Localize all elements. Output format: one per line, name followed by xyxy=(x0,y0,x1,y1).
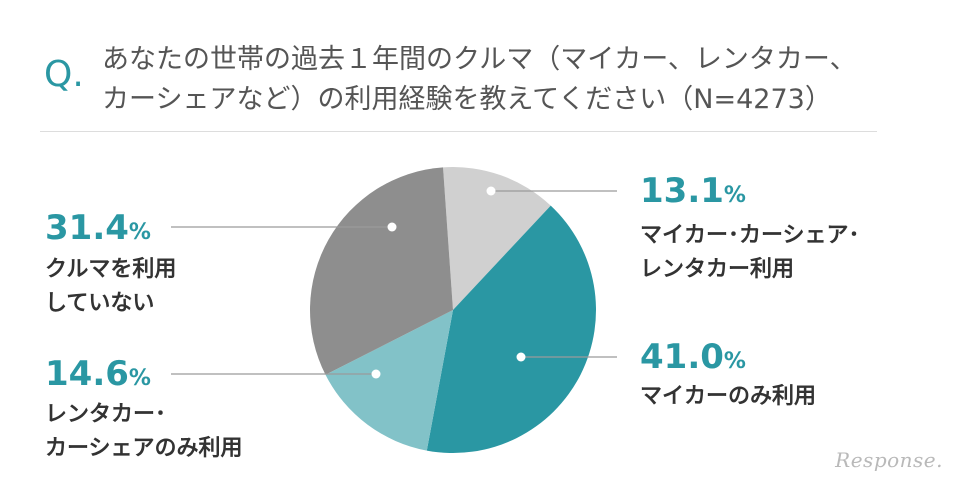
slice-value-label: 13.1% xyxy=(640,171,746,211)
slice-value-label: 41.0% xyxy=(640,337,746,377)
response-logo: Response. xyxy=(835,448,943,472)
leader-dot xyxy=(371,369,381,379)
leader-dot xyxy=(486,186,496,196)
leader-dot xyxy=(387,222,397,232)
slice-category-label: カーシェアのみ利用 xyxy=(45,436,243,461)
question-mark: Q. xyxy=(44,54,84,95)
chart-title-line-2: カーシェアなど）の利用経験を教えてください（N=4273） xyxy=(102,84,832,115)
slice-value-unit: % xyxy=(724,349,746,374)
slice-value-unit: % xyxy=(724,183,746,208)
slice-category-label: クルマを利用 xyxy=(45,257,176,282)
slice-category-label: レンタカー･ xyxy=(45,402,166,427)
pie-slice xyxy=(426,205,596,453)
slice-value-number: 13.1 xyxy=(640,171,724,211)
slice-category-label: マイカーのみ利用 xyxy=(640,384,816,409)
slice-category-label: マイカー･カーシェア･ xyxy=(640,223,860,248)
leader-dot xyxy=(516,352,526,362)
chart-title-line-1: あなたの世帯の過去１年間のクルマ（マイカー、レンタカー、 xyxy=(102,44,857,75)
slice-value-number: 31.4 xyxy=(45,208,129,248)
pie-slice xyxy=(325,310,453,451)
slice-category-label: レンタカー利用 xyxy=(640,257,794,282)
slice-value-unit: % xyxy=(129,366,151,391)
pie-slice xyxy=(310,167,453,375)
title-divider xyxy=(40,131,877,132)
slice-value-unit: % xyxy=(129,220,151,245)
slice-value-number: 14.6 xyxy=(45,354,129,394)
slice-value-number: 41.0 xyxy=(640,337,724,377)
chart-title: あなたの世帯の過去１年間のクルマ（マイカー、レンタカー、 カーシェアなど）の利用… xyxy=(102,40,902,120)
slice-category-label: していない xyxy=(45,291,154,316)
slice-value-label: 14.6% xyxy=(45,354,151,394)
slice-value-label: 31.4% xyxy=(45,208,151,248)
pie-slice xyxy=(443,167,551,310)
